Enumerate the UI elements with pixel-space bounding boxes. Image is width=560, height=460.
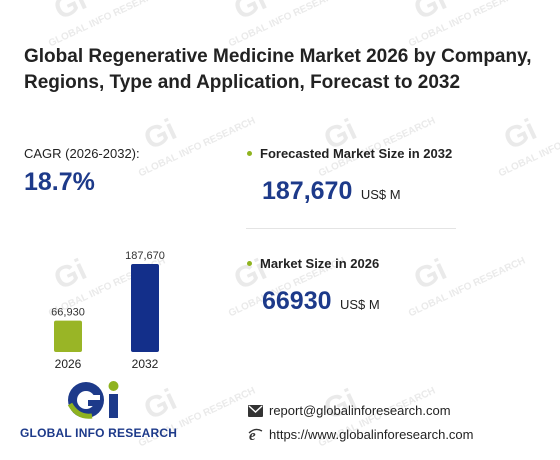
svg-text:GLOBAL INFO RESEARCH: GLOBAL INFO RESEARCH <box>137 115 257 179</box>
envelope-icon <box>248 404 263 417</box>
svg-text:Gi: Gi <box>49 0 92 26</box>
current-label: Market Size in 2026 <box>246 256 380 271</box>
bar-2026 <box>54 320 82 352</box>
contact-website[interactable]: e https://www.globalinforesearch.com <box>248 427 473 442</box>
svg-text:GLOBAL INFO RESEARCH: GLOBAL INFO RESEARCH <box>47 0 167 49</box>
stat-divider <box>246 228 456 229</box>
forecast-unit: US$ M <box>360 187 401 202</box>
forecast-value: 187,670 <box>262 177 353 205</box>
svg-text:GLOBAL INFO RESEARCH: GLOBAL INFO RESEARCH <box>497 115 560 179</box>
category-label-2032: 2032 <box>132 357 159 371</box>
website-link[interactable]: https://www.globalinforesearch.com <box>269 427 474 442</box>
forecast-label: Forecasted Market Size in 2032 <box>246 146 452 161</box>
svg-text:Gi: Gi <box>499 113 542 156</box>
svg-text:GLOBAL INFO RESEARCH: GLOBAL INFO RESEARCH <box>227 0 347 49</box>
svg-text:Gi: Gi <box>229 0 272 26</box>
page-title: Global Regenerative Medicine Market 2026… <box>24 46 532 93</box>
value-label-2026: 66,930 <box>51 307 85 319</box>
svg-text:Gi: Gi <box>139 113 182 156</box>
svg-text:GLOBAL INFO RESEARCH: GLOBAL INFO RESEARCH <box>407 0 527 49</box>
bar-2032 <box>131 264 159 352</box>
logo-text: GLOBAL INFO RESEARCH <box>20 426 178 440</box>
svg-text:Gi: Gi <box>409 0 452 26</box>
market-size-bar-chart: 66,930 2026 187,670 2032 <box>51 250 165 371</box>
forecast-label-text: Forecasted Market Size in 2032 <box>260 146 453 161</box>
value-label-2032: 187,670 <box>125 250 165 262</box>
cagr-value: 18.7% <box>24 168 95 196</box>
email-link[interactable]: report@globalinforesearch.com <box>269 403 451 418</box>
bullet-icon <box>247 151 252 156</box>
svg-text:Gi: Gi <box>409 253 452 296</box>
company-logo-icon <box>67 381 119 419</box>
cagr-label: CAGR (2026-2032): <box>24 146 140 161</box>
current-value: 66930 <box>262 287 332 315</box>
svg-text:e: e <box>249 428 256 442</box>
forecast-stat: Forecasted Market Size in 2032 187,670 U… <box>246 146 452 206</box>
category-label-2026: 2026 <box>55 357 82 371</box>
current-label-text: Market Size in 2026 <box>260 256 380 271</box>
bullet-icon <box>247 261 252 266</box>
browser-e-icon: e <box>248 428 263 442</box>
current-unit: US$ M <box>339 297 380 312</box>
svg-text:GLOBAL INFO RESEARCH: GLOBAL INFO RESEARCH <box>407 255 527 319</box>
current-stat: Market Size in 2026 66930 US$ M <box>246 256 380 316</box>
contact-email[interactable]: report@globalinforesearch.com <box>248 403 451 418</box>
